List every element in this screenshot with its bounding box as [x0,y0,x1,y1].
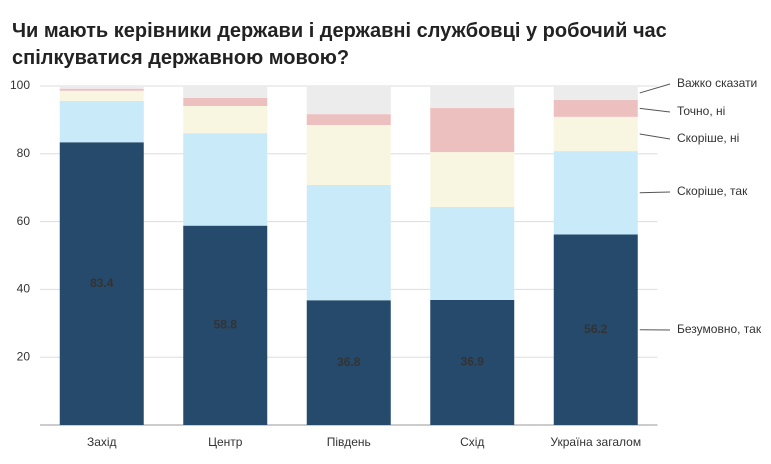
data-label: 58.8 [214,318,238,332]
y-tick-label: 40 [17,282,31,296]
bar-segment [553,99,638,117]
legend-label: Безумовно, так [677,322,762,336]
legend-label: Скоріше, ні [677,131,739,145]
x-tick-label: Україна загалом [550,435,641,449]
legend-label: Важко сказати [677,76,757,90]
chart-title: Чи мають керівники держави і державні сл… [12,20,667,69]
x-tick-label: Південь [327,435,371,449]
bar-segment [553,234,638,425]
y-tick-label: 60 [17,214,31,228]
bar-segment [306,86,391,115]
bar-segment [183,97,268,107]
bar-segment [59,100,144,143]
bar-segment [59,90,144,101]
bar-segment [430,207,515,300]
bar-segment [306,184,391,301]
bar-segment [430,108,515,153]
x-tick-label: Схід [460,435,484,449]
y-tick-label: 20 [17,349,31,363]
bar-segment [183,106,268,134]
bar-segment [306,114,391,125]
bar-segment [553,116,638,152]
bar-segment [553,86,638,100]
legend-label: Скоріше, так [677,184,748,198]
legend-connector [639,107,671,113]
bar-segment [430,299,515,425]
legend-connector [639,83,671,94]
y-tick-label: 100 [10,78,30,92]
y-tick-label: 80 [17,146,31,160]
bar-segment [306,124,391,185]
legend-connector [639,133,671,140]
x-tick-label: Центр [208,435,243,449]
bar-segment [183,225,268,425]
data-label: 56.2 [584,322,608,336]
data-label: 36.8 [337,355,361,369]
data-label: 36.9 [461,355,485,369]
bar-segment [430,152,515,208]
bar-segment [553,151,638,235]
bar-segment [183,133,268,226]
legend-connector [639,191,671,194]
bar-segment [59,142,144,426]
bar-segment [183,86,268,98]
bar-segment [59,88,144,91]
data-label: 83.4 [90,276,114,290]
legend-label: Точно, ні [677,104,725,118]
bar-segment [306,300,391,425]
bar-segment [59,86,144,89]
x-tick-label: Захід [87,435,117,449]
bar-segment [430,86,515,109]
